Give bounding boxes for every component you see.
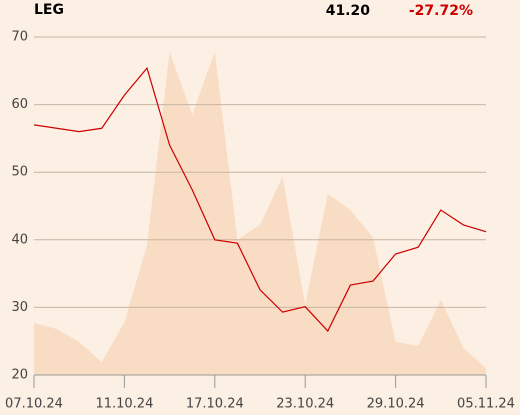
change: -27.72% (409, 3, 473, 19)
x-tick-label: 11.10.24 (95, 397, 153, 412)
y-tick-label: 20 (11, 368, 28, 383)
y-tick-label: 40 (11, 232, 28, 247)
price: 41.20 (326, 3, 371, 19)
y-tick-label: 60 (11, 97, 28, 112)
symbol: LEG (34, 2, 64, 18)
y-tick-label: 30 (11, 300, 28, 315)
volume-area (34, 51, 486, 375)
y-tick-label: 50 (11, 165, 28, 180)
price-line (33, 66, 487, 333)
x-tick-label: 05.11.24 (457, 397, 515, 412)
x-tick-label: 29.10.24 (367, 397, 425, 412)
x-tick-label: 07.10.24 (5, 397, 63, 412)
y-tick-label: 70 (11, 30, 28, 45)
x-tick-label: 17.10.24 (186, 397, 244, 412)
x-tick-label: 23.10.24 (276, 397, 334, 412)
